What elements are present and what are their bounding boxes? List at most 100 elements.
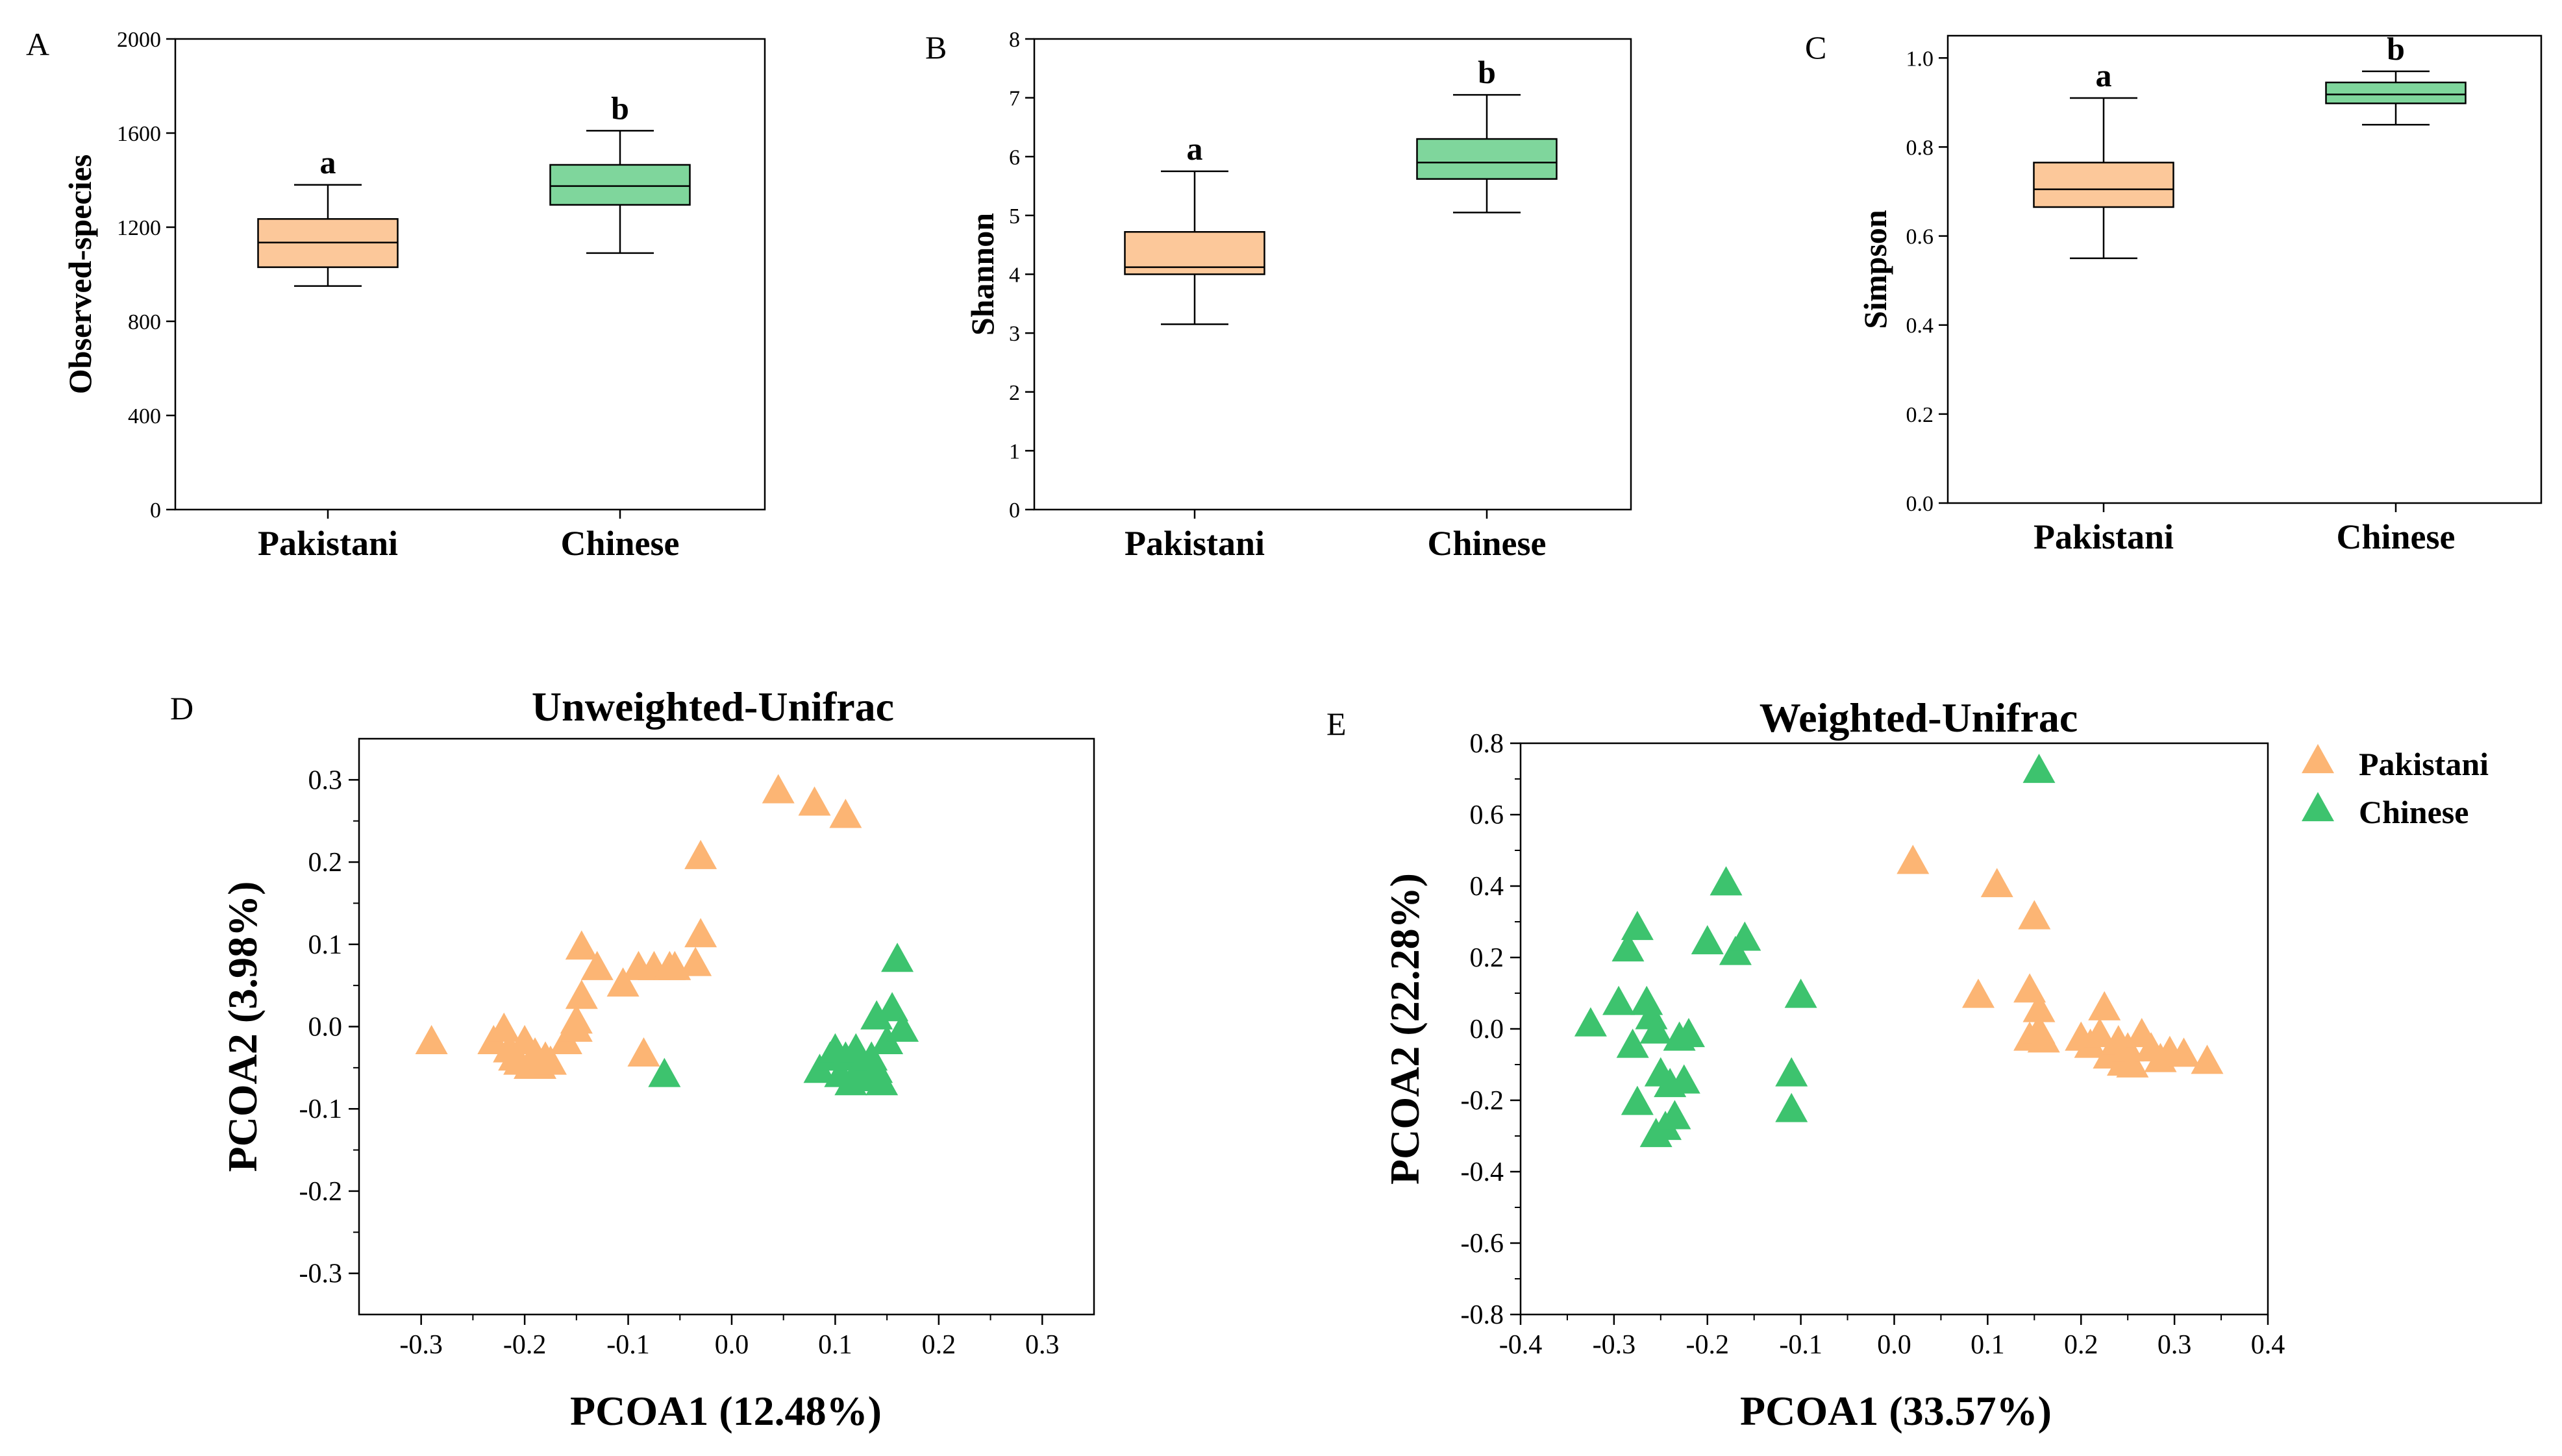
y-tick-label: 0.0	[1906, 492, 1934, 516]
data-point	[1574, 1007, 1607, 1037]
y-tick-label: 0.8	[1470, 729, 1504, 759]
significance-letter: a	[320, 144, 336, 180]
data-point	[2167, 1037, 2200, 1067]
significance-letter: b	[2387, 31, 2405, 67]
data-point	[534, 1045, 567, 1075]
series-chinese	[648, 943, 919, 1096]
data-point	[871, 1024, 904, 1054]
y-tick-label: 0	[150, 499, 161, 523]
data-point	[2027, 1023, 2060, 1053]
panel-label: D	[170, 690, 193, 726]
panel-label: B	[925, 29, 947, 66]
y-tick-label: 5	[1009, 204, 1020, 228]
data-point	[1621, 1085, 1654, 1115]
box-pakistani: a Pakistani	[257, 144, 399, 563]
x-tick-label: 0.1	[1971, 1330, 2005, 1360]
box-pakistani: a Pakistani	[1124, 130, 1265, 563]
y-tick-label: 3	[1009, 322, 1020, 346]
data-point	[684, 918, 717, 948]
y-axis-label: Observed-species	[62, 154, 98, 394]
box-iqr	[549, 164, 691, 206]
x-tick-label: -0.1	[1779, 1330, 1822, 1360]
data-point	[2083, 1018, 2117, 1048]
panel-label: E	[1326, 706, 1347, 742]
data-point	[829, 798, 862, 828]
x-tick-label: -0.2	[503, 1330, 547, 1360]
y-axis-label: Simpson	[1857, 210, 1893, 329]
x-tick-label: -0.4	[1499, 1330, 1543, 1360]
y-tick-label: -0.2	[299, 1177, 343, 1207]
y-tick-label: -0.1	[299, 1094, 343, 1124]
data-point	[881, 943, 914, 972]
y-tick-label: 0	[1009, 499, 1020, 523]
legend-label-pakistani: Pakistani	[2359, 746, 2489, 782]
y-tick-label: 0.4	[1906, 314, 1934, 338]
y-tick-label: 0.3	[308, 765, 343, 795]
x-category-label: Pakistani	[258, 524, 398, 563]
panel-a-observed-species: A 0 400 800 1200 1600 2000 Observed-species a Pak…	[26, 26, 766, 563]
box-iqr	[1416, 138, 1558, 180]
y-tick-label: 1200	[117, 216, 161, 240]
data-point	[1980, 868, 2013, 898]
data-point	[679, 946, 712, 976]
data-point	[860, 1000, 893, 1030]
x-tick-label: -0.3	[399, 1330, 443, 1360]
box-chinese: b Chinese	[2325, 31, 2467, 556]
panel-label: A	[26, 26, 49, 62]
y-tick-label: 0.0	[308, 1013, 343, 1043]
data-point	[560, 1004, 593, 1034]
data-point	[1616, 1028, 1649, 1058]
y-tick-label: 0.4	[1470, 872, 1504, 902]
box-chinese: b Chinese	[549, 90, 691, 563]
data-point	[1710, 866, 1743, 896]
y-axis-label: Shannon	[964, 213, 1001, 336]
y-tick-label: 0.8	[1906, 136, 1934, 160]
y-tick-label: -0.8	[1461, 1300, 1504, 1330]
data-point	[1775, 1092, 1808, 1122]
data-point	[415, 1024, 448, 1054]
data-point	[1728, 921, 1761, 951]
legend-label-chinese: Chinese	[2359, 794, 2469, 830]
x-axis-label: PCOA1 (33.57%)	[1740, 1388, 2052, 1434]
panel-b-shannon: B 0 1 2 3 4 5 6 7 8 Shannon a Pakistani b Chinese	[925, 28, 1632, 563]
x-tick-label: 0.0	[1877, 1330, 1911, 1360]
data-point	[488, 1012, 521, 1042]
data-point	[2022, 993, 2056, 1022]
y-tick-label: 0.2	[1470, 943, 1504, 973]
data-point	[606, 967, 640, 997]
box-pakistani: a Pakistani	[2033, 57, 2174, 556]
y-tick-label: -0.2	[1461, 1086, 1504, 1116]
data-point	[2022, 754, 2056, 784]
legend-marker-pakistani	[2302, 744, 2334, 774]
data-point	[1672, 1018, 1705, 1048]
data-point	[2088, 991, 2121, 1020]
data-point	[798, 786, 831, 816]
x-tick-label: -0.3	[1593, 1330, 1636, 1360]
plot-frame	[358, 737, 1095, 1316]
data-point	[1784, 978, 1817, 1008]
x-tick-label: 0.0	[715, 1330, 749, 1360]
x-tick-label: 0.2	[2064, 1330, 2098, 1360]
data-point	[565, 930, 598, 960]
y-tick-label: 0.6	[1470, 800, 1504, 830]
legend: Pakistani Chinese	[2302, 744, 2489, 830]
data-point	[886, 1012, 919, 1042]
x-category-label: Pakistani	[1125, 524, 1265, 563]
data-point	[1961, 978, 1995, 1008]
x-category-label: Chinese	[1427, 524, 1546, 563]
plot-frame	[174, 38, 766, 511]
x-axis-label: PCOA1 (12.48%)	[570, 1388, 882, 1434]
box-iqr	[2325, 81, 2467, 105]
x-tick-label: 0.2	[922, 1330, 956, 1360]
data-point	[1602, 985, 1635, 1015]
y-tick-label: 2000	[117, 28, 161, 52]
y-tick-label: 6	[1009, 145, 1020, 169]
data-point	[565, 980, 598, 1009]
data-point	[627, 1037, 660, 1067]
data-point	[2191, 1044, 2224, 1074]
significance-letter: a	[1187, 130, 1203, 167]
data-point	[580, 950, 614, 980]
y-tick-label: 8	[1009, 28, 1020, 52]
box-iqr	[2033, 162, 2174, 208]
x-tick-label: -0.1	[606, 1330, 650, 1360]
